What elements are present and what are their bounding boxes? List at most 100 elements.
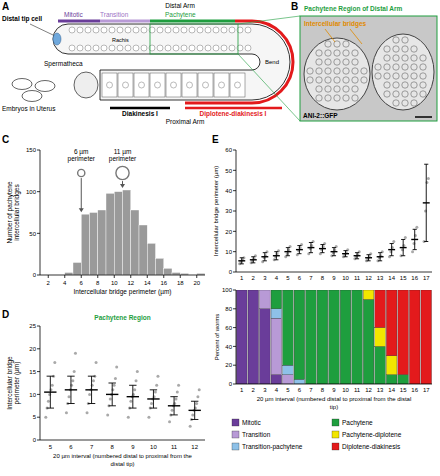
x-tick-label: 9 <box>131 444 135 450</box>
stacked-bar <box>236 290 247 384</box>
stacked-bar <box>236 290 247 291</box>
nucleus <box>334 77 340 83</box>
nucleus <box>325 68 331 74</box>
germ-cell <box>85 45 91 51</box>
nucleus <box>343 41 349 47</box>
germ-cell <box>117 27 123 33</box>
nucleus <box>352 59 358 65</box>
oocyte <box>214 73 229 97</box>
nucleus <box>384 82 390 88</box>
stacked-bar <box>386 375 397 384</box>
stacked-bar <box>352 290 363 291</box>
x-tick-label: 14 <box>388 275 395 281</box>
y-tick-label: 10 <box>225 249 232 255</box>
germ-cell <box>205 27 211 33</box>
embryo-label: Embryos in Uterus <box>2 105 56 113</box>
mean-line <box>342 253 349 254</box>
germ-cell <box>69 27 75 33</box>
x-tick-label: 16 <box>411 275 418 281</box>
nucleus <box>375 64 381 70</box>
y-tick <box>37 417 40 418</box>
stacked-bar <box>248 290 259 291</box>
nucleus <box>352 95 358 101</box>
label-line: perimeter (µm) <box>13 362 21 405</box>
point <box>73 370 76 373</box>
x-tick <box>147 275 148 278</box>
y-tick-label: 20 <box>29 346 36 352</box>
nucleus <box>343 86 349 92</box>
zone-strip <box>150 20 235 23</box>
y-axis-title: Percent of worms <box>214 314 220 361</box>
mean-line <box>85 389 97 390</box>
mean-line <box>400 247 407 248</box>
x-axis-title: Intercellular bridge perimeter (µm) <box>73 288 171 296</box>
point <box>136 370 139 373</box>
oocyte-nucleus <box>171 82 177 88</box>
germ-cell <box>77 45 83 51</box>
y-tick-label: 15 <box>29 369 36 375</box>
germ-cell <box>133 45 139 51</box>
zoom-line <box>238 16 300 24</box>
stacked-bar <box>352 290 363 291</box>
perimeter-circle <box>116 166 129 179</box>
stacked-bar <box>236 290 247 291</box>
germ-cell <box>213 45 219 51</box>
mean-line <box>307 247 314 248</box>
point <box>51 384 54 387</box>
stacked-bar <box>248 290 259 291</box>
legend-swatch <box>332 419 339 426</box>
y-tick-label: 50 <box>225 168 232 174</box>
stacked-bar <box>306 290 317 291</box>
nucleus <box>325 50 331 56</box>
cell <box>372 34 434 110</box>
mean-line <box>106 394 118 395</box>
point <box>191 413 194 416</box>
point <box>196 395 199 398</box>
legend-swatch <box>232 443 239 450</box>
x-tick-label: 6 <box>298 387 302 393</box>
germ-cell <box>69 45 75 51</box>
figure: ADistal ArmMitoticTransitionPachyteneRac… <box>0 0 440 476</box>
nucleus <box>393 55 399 61</box>
x-tick-label: 5 <box>49 444 53 450</box>
stacked-bar <box>271 309 282 318</box>
oocyte-nucleus <box>219 82 225 88</box>
zone-label: Transition <box>100 11 129 18</box>
stacked-bar <box>236 290 247 291</box>
nucleus <box>352 68 358 74</box>
arm-label: Distal Arm <box>165 2 195 9</box>
label-line: intercellular bridges <box>13 184 21 241</box>
nucleus <box>316 68 322 74</box>
x-tick-label: 15 <box>400 275 407 281</box>
y-axis <box>40 326 41 440</box>
nucleus <box>375 73 381 79</box>
germ-cell <box>133 27 139 33</box>
label-line: tip) <box>330 404 338 410</box>
stacked-bar <box>340 290 351 291</box>
x-tick-label: 14 <box>388 387 395 393</box>
legend-swatch <box>232 431 239 438</box>
oocyte-nucleus <box>187 82 193 88</box>
germ-cell <box>221 27 227 33</box>
germ-cell <box>109 45 115 51</box>
x-tick-label: 3 <box>263 275 267 281</box>
stacked-bar <box>260 290 271 291</box>
nucleus <box>420 91 426 97</box>
hist-bar <box>90 213 98 276</box>
stacked-bar <box>398 375 409 384</box>
germ-cell <box>229 27 235 33</box>
point <box>129 400 132 403</box>
point <box>177 384 180 387</box>
nucleus <box>402 55 408 61</box>
mean-line <box>365 257 372 258</box>
stacked-bar <box>271 375 282 384</box>
mean-line <box>354 255 361 256</box>
nucleus <box>393 100 399 106</box>
y-tick <box>233 272 236 273</box>
point <box>44 416 47 419</box>
mean-line <box>273 255 280 256</box>
x-tick-label: 17 <box>423 387 430 393</box>
chart-title: Pachytene Region <box>94 314 150 322</box>
germ-cell <box>165 45 171 51</box>
hist-bar <box>73 263 81 276</box>
